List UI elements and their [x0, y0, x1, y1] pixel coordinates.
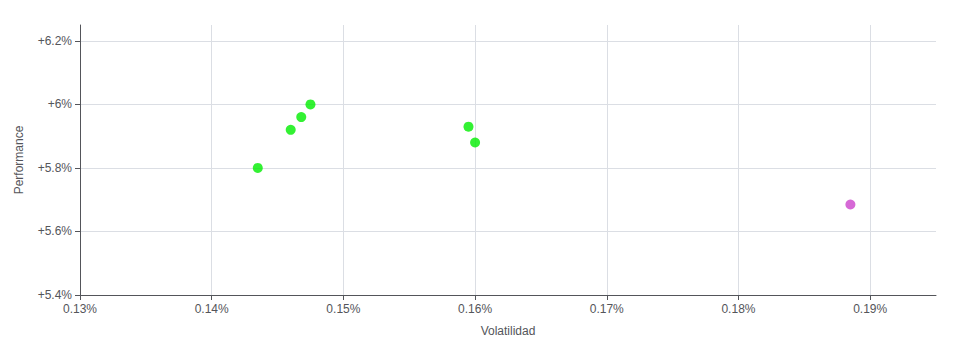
- svg-text:Performance: Performance: [12, 125, 26, 194]
- svg-text:+5.8%: +5.8%: [38, 161, 73, 175]
- svg-text:+5.4%: +5.4%: [38, 288, 73, 302]
- svg-text:0.19%: 0.19%: [853, 302, 887, 316]
- svg-text:0.18%: 0.18%: [721, 302, 755, 316]
- svg-text:+6%: +6%: [48, 97, 73, 111]
- svg-text:0.17%: 0.17%: [590, 302, 624, 316]
- svg-text:0.14%: 0.14%: [195, 302, 229, 316]
- svg-text:+5.6%: +5.6%: [38, 224, 73, 238]
- svg-text:+6.2%: +6.2%: [38, 34, 73, 48]
- svg-text:Volatilidad: Volatilidad: [481, 324, 536, 338]
- svg-text:0.15%: 0.15%: [326, 302, 360, 316]
- svg-text:0.13%: 0.13%: [63, 302, 97, 316]
- svg-text:0.16%: 0.16%: [458, 302, 492, 316]
